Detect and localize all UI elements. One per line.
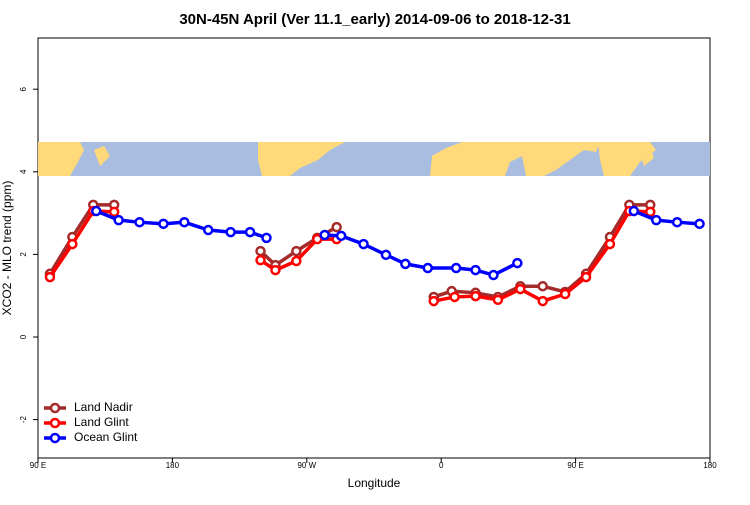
data-point <box>90 205 102 217</box>
data-point <box>225 226 236 238</box>
data-point <box>158 218 169 230</box>
world-map-band <box>38 142 710 176</box>
data-point <box>312 233 323 245</box>
data-point <box>559 288 571 300</box>
data-point <box>492 294 504 306</box>
data-point <box>380 249 392 261</box>
data-point <box>331 221 342 233</box>
data-point <box>255 245 266 257</box>
data-point <box>67 238 78 250</box>
data-point <box>44 271 56 283</box>
data-point <box>179 216 190 228</box>
y-tick-label: 4 <box>19 169 28 174</box>
data-point <box>202 224 214 236</box>
x-tick-label: 90 E <box>567 461 583 470</box>
x-tick-label: 90 E <box>30 461 46 470</box>
data-point <box>488 269 499 281</box>
data-point <box>255 254 266 266</box>
data-point <box>244 226 256 238</box>
data-point <box>358 238 369 250</box>
plot-frame <box>37 37 711 459</box>
data-point <box>628 205 640 217</box>
data-point <box>580 271 592 283</box>
data-point <box>422 262 434 274</box>
data-point <box>650 214 662 226</box>
legend-marker <box>49 432 61 444</box>
land <box>430 142 600 176</box>
data-point <box>470 290 481 302</box>
data-point <box>645 206 656 218</box>
data-point <box>400 258 411 270</box>
data-point <box>515 283 526 295</box>
land <box>598 142 656 176</box>
land <box>258 142 345 176</box>
data-point <box>134 216 145 228</box>
x-axis-label: Longitude <box>348 476 401 490</box>
land <box>38 142 84 176</box>
legend-marker <box>49 402 61 414</box>
y-axis-label: XCO2 - MLO trend (ppm) <box>0 181 14 316</box>
y-tick-label: -2 <box>19 415 28 423</box>
data-point <box>113 214 124 226</box>
data-point <box>428 295 439 307</box>
data-point <box>671 216 683 228</box>
data-point <box>450 262 462 274</box>
chart-title: 30N-45N April (Ver 11.1_early) 2014-09-0… <box>179 11 570 28</box>
ocean <box>38 142 710 176</box>
data-point <box>270 264 281 276</box>
data-point <box>335 230 347 242</box>
data-point <box>291 255 302 267</box>
x-tick-label: 180 <box>703 461 717 470</box>
x-tick-label: 0 <box>439 461 444 470</box>
data-point <box>537 280 548 292</box>
legend-label: Land Nadir <box>74 400 133 414</box>
data-point <box>261 232 272 244</box>
y-tick-label: 6 <box>19 86 28 91</box>
x-tick-label: 180 <box>166 461 180 470</box>
land <box>94 146 110 166</box>
sea <box>505 156 526 176</box>
data-point <box>319 229 330 241</box>
y-tick-label: 2 <box>19 252 28 257</box>
x-tick-label: 90 W <box>297 461 316 470</box>
y-tick-label: 0 <box>19 334 28 339</box>
data-point <box>108 206 120 218</box>
legend-marker <box>49 417 61 429</box>
legend-label: Ocean Glint <box>74 430 138 444</box>
legend-label: Land Glint <box>74 415 129 429</box>
data-point <box>291 245 302 257</box>
data-point <box>470 264 481 276</box>
land <box>640 146 654 166</box>
data-point <box>694 218 705 230</box>
data-point <box>449 291 460 303</box>
data-point <box>604 238 616 250</box>
data-point <box>512 257 523 269</box>
data-point <box>537 295 548 307</box>
